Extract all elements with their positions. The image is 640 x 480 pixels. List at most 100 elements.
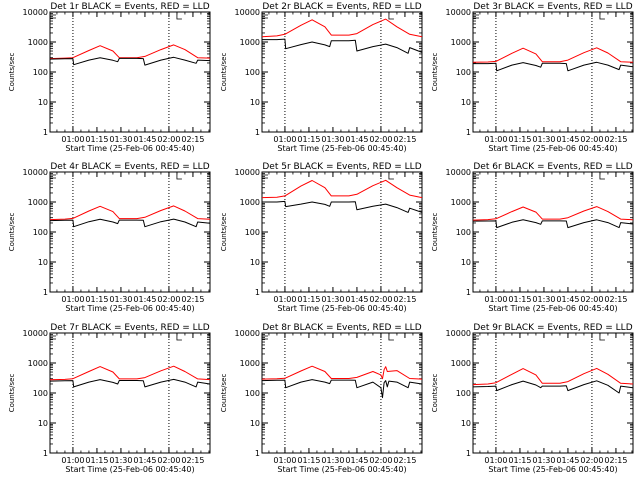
y-tick-label: 1000 xyxy=(240,38,260,47)
plot-frame xyxy=(49,171,211,293)
x-tick-label: 01:15 xyxy=(508,295,531,304)
corner-marker xyxy=(388,12,394,20)
x-tick-label: 01:15 xyxy=(85,135,108,144)
x-axis-label: Start Time (25-Feb-06 00:45:40) xyxy=(277,304,406,313)
x-tick-label: 02:00 xyxy=(157,135,180,144)
y-tick-label: 10 xyxy=(250,258,260,267)
top-left-marker xyxy=(50,14,56,19)
panel-4: Det 4r BLACK = Events, RED = LLD 1 10 100 10… xyxy=(8,162,211,313)
x-tick-label: 01:00 xyxy=(484,456,507,465)
x-tick-label: 02:00 xyxy=(580,295,603,304)
y-axis-label: Counts/sec xyxy=(8,53,16,92)
x-tick-label: 01:45 xyxy=(556,456,579,465)
y-tick-label: 1 xyxy=(255,449,260,458)
y-tick-label: 10 xyxy=(250,98,260,107)
y-tick-label: 100 xyxy=(456,389,471,398)
x-tick-label: 01:45 xyxy=(345,456,368,465)
x-tick-label: 01:00 xyxy=(61,295,84,304)
events-series-line xyxy=(262,200,423,213)
plot-frame xyxy=(472,11,634,133)
y-axis-label: Counts/sec xyxy=(220,213,228,252)
panel-title: Det 4r BLACK = Events, RED = LLD xyxy=(50,162,209,172)
y-tick-label: 10000 xyxy=(446,168,471,177)
panel-5: Det 5r BLACK = Events, RED = LLD 1 10 100 10… xyxy=(220,162,423,313)
x-axis-label: Start Time (25-Feb-06 00:45:40) xyxy=(277,144,406,153)
x-axis-label: Start Time (25-Feb-06 00:45:40) xyxy=(277,465,406,474)
y-tick-label: 10000 xyxy=(23,329,48,338)
x-tick-label: 02:00 xyxy=(369,135,392,144)
x-axis-label: Start Time (25-Feb-06 00:45:40) xyxy=(65,144,194,153)
y-tick-label: 10 xyxy=(461,419,471,428)
y-tick-label: 100 xyxy=(456,68,471,77)
x-tick-label: 01:00 xyxy=(61,456,84,465)
x-tick-label: 01:30 xyxy=(321,295,344,304)
y-axis-label: Counts/sec xyxy=(431,53,439,92)
x-tick-label: 01:30 xyxy=(109,135,132,144)
top-left-marker xyxy=(262,14,268,19)
lld-series-line xyxy=(49,365,211,381)
y-tick-label: 100 xyxy=(33,68,48,77)
x-tick-label: 01:30 xyxy=(109,456,132,465)
y-tick-label: 1 xyxy=(43,449,48,458)
y-axis-label: Counts/sec xyxy=(431,213,439,252)
y-tick-label: 10 xyxy=(250,419,260,428)
plot-frame xyxy=(472,332,634,454)
top-left-marker xyxy=(473,174,479,179)
y-tick-label: 1 xyxy=(255,288,260,297)
x-tick-label: 01:15 xyxy=(85,295,108,304)
corner-marker xyxy=(388,172,394,180)
x-tick-label: 02:00 xyxy=(369,295,392,304)
x-tick-label: 01:45 xyxy=(133,456,156,465)
y-axis-label: Counts/sec xyxy=(220,374,228,413)
top-left-marker xyxy=(262,174,268,179)
panel-title: Det 2r BLACK = Events, RED = LLD xyxy=(262,2,421,12)
corner-marker xyxy=(599,333,605,341)
y-tick-label: 1 xyxy=(255,128,260,137)
top-left-marker xyxy=(50,174,56,179)
y-tick-label: 100 xyxy=(245,68,260,77)
x-tick-label: 01:00 xyxy=(273,456,296,465)
x-tick-label: 01:30 xyxy=(532,135,555,144)
x-tick-label: 02:00 xyxy=(580,135,603,144)
y-tick-label: 10000 xyxy=(23,8,48,17)
x-tick-label: 02:15 xyxy=(604,135,627,144)
x-tick-label: 02:00 xyxy=(157,295,180,304)
x-tick-label: 02:00 xyxy=(157,456,180,465)
events-series-line xyxy=(49,56,211,66)
x-tick-label: 01:15 xyxy=(508,135,531,144)
corner-marker xyxy=(599,12,605,20)
y-tick-label: 10 xyxy=(38,258,48,267)
plot-frame xyxy=(261,171,423,293)
plot-frame xyxy=(49,332,211,454)
y-tick-label: 10 xyxy=(38,98,48,107)
panel-6: Det 6r BLACK = Events, RED = LLD 1 10 100 10… xyxy=(431,162,634,313)
y-tick-label: 100 xyxy=(456,228,471,237)
corner-marker xyxy=(388,333,394,341)
y-axis-label: Counts/sec xyxy=(8,213,16,252)
events-series-line xyxy=(49,218,211,228)
y-tick-label: 1 xyxy=(43,288,48,297)
x-tick-label: 01:30 xyxy=(321,135,344,144)
y-tick-label: 10000 xyxy=(446,329,471,338)
y-tick-label: 100 xyxy=(33,389,48,398)
lld-series-line xyxy=(472,206,634,221)
plot-frame xyxy=(261,332,423,454)
lld-series-line xyxy=(49,205,211,221)
x-axis-label: Start Time (25-Feb-06 00:45:40) xyxy=(488,465,617,474)
x-tick-label: 01:15 xyxy=(297,135,320,144)
y-tick-label: 1000 xyxy=(451,359,471,368)
panel-7: Det 7r BLACK = Events, RED = LLD 1 10 100 10… xyxy=(8,323,211,474)
plot-frame xyxy=(261,11,423,133)
x-tick-label: 01:30 xyxy=(321,456,344,465)
corner-marker xyxy=(176,172,182,180)
lld-series-line xyxy=(472,47,634,63)
x-axis-label: Start Time (25-Feb-06 00:45:40) xyxy=(65,304,194,313)
panel-title: Det 5r BLACK = Events, RED = LLD xyxy=(262,162,421,172)
top-left-marker xyxy=(473,335,479,340)
x-tick-label: 01:30 xyxy=(109,295,132,304)
x-tick-label: 01:00 xyxy=(273,295,296,304)
plot-frame xyxy=(472,171,634,293)
x-tick-label: 02:15 xyxy=(181,135,204,144)
y-tick-label: 10 xyxy=(461,98,471,107)
x-tick-label: 02:00 xyxy=(580,456,603,465)
